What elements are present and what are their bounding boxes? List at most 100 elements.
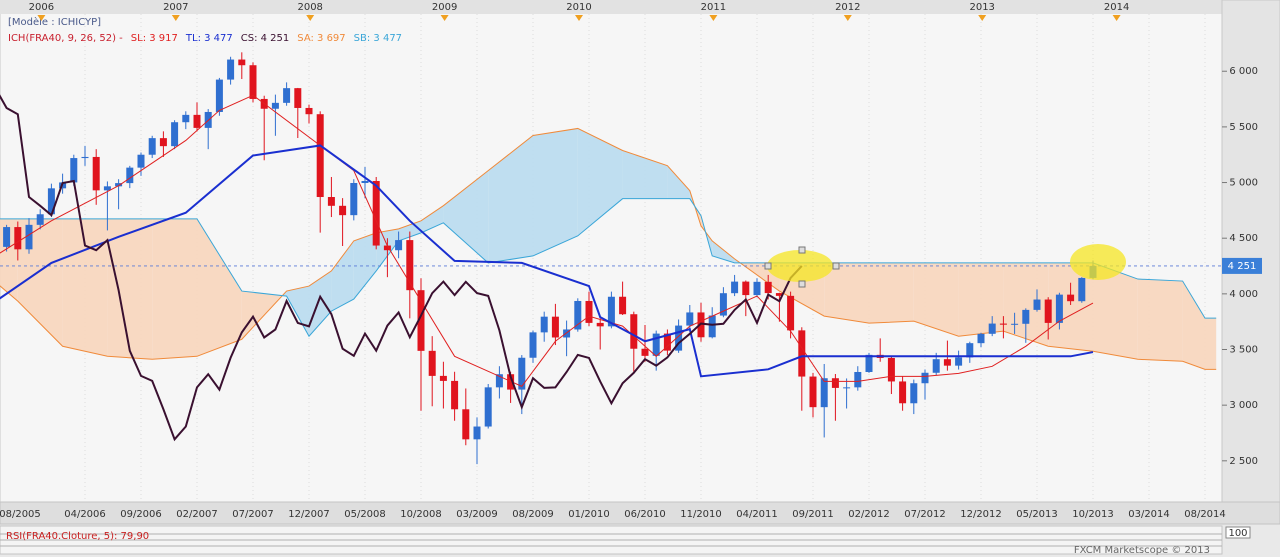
candle-body [70,158,78,183]
candle-body [854,371,862,388]
candle-body [955,357,963,366]
year-label: 2010 [566,2,591,13]
handle[interactable] [764,262,772,270]
year-marker [306,15,315,21]
x-tick-label: 12/2012 [960,509,1002,520]
x-tick-label: 08/2009 [512,509,554,520]
candle-body [1033,299,1041,310]
year-label: 2011 [701,2,726,13]
cloud-fill [667,165,690,199]
x-tick-label: 09/2011 [792,509,834,520]
cloud-fill [1182,281,1205,370]
x-tick-label: 05/2013 [1016,509,1058,520]
candle-body [238,59,246,66]
candle-body [753,281,761,296]
span-b [0,198,1217,338]
year-label: 2009 [432,2,457,13]
candle-body [507,374,515,390]
year-label: 2012 [835,2,860,13]
candle-body [686,312,694,326]
candle-body [126,167,134,184]
candle-body [596,322,604,327]
candle-body [193,114,201,128]
y-tick-label: 4 000 [1229,289,1258,300]
legend-entry: SA: 3 697 [297,33,345,44]
cloud-fill [331,240,354,312]
cloud-fill [62,218,108,357]
cloud-fill [107,218,153,360]
candle-body [540,316,548,333]
year-marker [575,15,583,21]
candle-body [988,323,996,334]
x-axis-strip [0,501,1280,525]
candle-body [719,293,727,316]
candle-body [417,290,425,351]
last-price-box [1222,257,1262,274]
year-label: 2013 [969,2,994,13]
candle-body [451,380,459,410]
candle-body [428,350,436,376]
candle-body [395,240,403,251]
year-marker [843,15,852,21]
candle-body [1022,309,1030,324]
candle-body [1067,294,1075,302]
year-label: 2007 [163,2,188,13]
year-marker [171,15,180,21]
candle-body [249,65,257,99]
candle-body [14,227,22,250]
year-strip [0,0,1222,14]
candle-body [25,224,33,250]
handle[interactable] [798,246,806,254]
cloud-fill [913,262,959,337]
candle-body [171,122,179,147]
x-tick-label: 03/2014 [1128,509,1170,520]
x-tick-label: 02/2012 [848,509,890,520]
year-label: 2006 [29,2,54,13]
cloud-fill [197,218,242,357]
candle-body [215,79,223,112]
candle-body [809,376,817,408]
legend: ICH(FRA40, 9, 26, 52) - SL: 3 917 TL: 3 47… [8,33,402,44]
candle-body [518,357,526,390]
candle-body [731,281,739,294]
year-marker [709,15,718,21]
candle-body [294,88,302,108]
candle-body [708,315,716,338]
candle-body [551,316,559,338]
candle-body [775,293,783,296]
x-tick-label: 08/2005 [0,509,41,520]
candle-body [137,154,145,168]
candle-body [462,409,470,440]
indicator-line [0,94,803,442]
model-label: [Modèle : ICHICYP] [8,16,101,28]
overlay [764,244,1126,288]
candle-body [641,348,649,356]
cloud-fill [1205,318,1217,370]
year-marker [440,15,449,21]
y-tick-label: 3 500 [1229,345,1258,356]
handle[interactable] [832,262,840,270]
cloud-fill [443,170,489,263]
candle-body [529,332,537,358]
x-tick-label: 07/2007 [232,509,274,520]
candle-body [372,180,380,246]
candle-body [787,295,795,331]
candle-body [865,354,873,372]
candle-body [81,156,89,159]
cloud-fill [1093,262,1138,360]
handle[interactable] [798,280,806,288]
y-tick-label: 3 000 [1229,400,1258,411]
highlight-ellipse [767,250,833,282]
candle-body [966,343,974,358]
year-label: 2014 [1104,2,1129,13]
candle-body [339,205,347,216]
highlight-ellipse [1070,244,1126,280]
candle-body [619,296,627,315]
span-a [0,127,1217,370]
candle-body [159,138,167,147]
legend-entry: TL: 3 477 [185,33,233,44]
candle-body [1044,299,1052,323]
candle-body [406,240,414,291]
cloud-fill [824,262,869,324]
